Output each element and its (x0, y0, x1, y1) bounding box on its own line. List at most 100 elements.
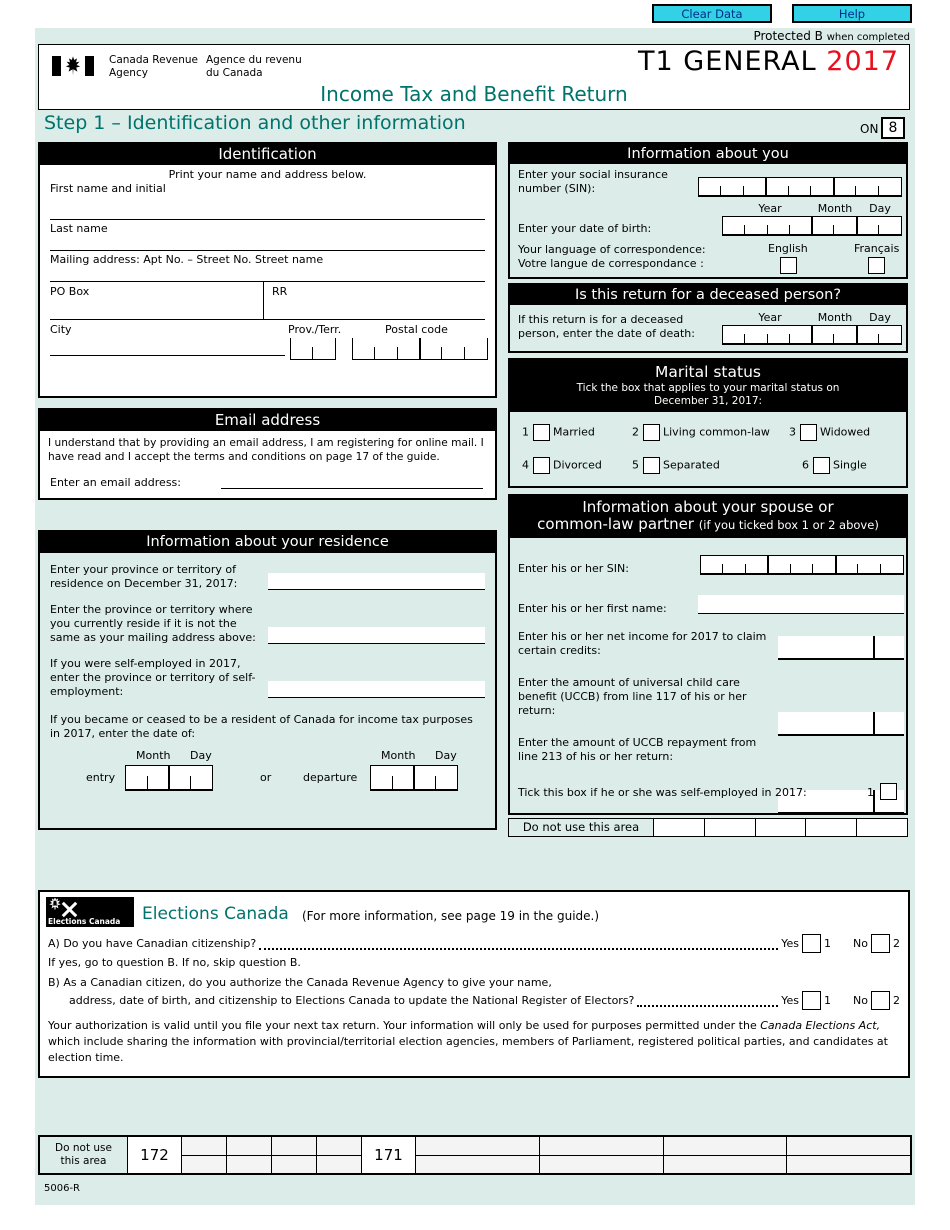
code-171-cell: 171 (362, 1137, 416, 1173)
dob-year-label: Year (758, 202, 782, 215)
form-title: Income Tax and Benefit Return (320, 82, 628, 106)
departure-day-label: Day (435, 749, 457, 762)
deceased-section: Is this return for a deceased person? If… (508, 283, 908, 353)
citizenship-yes-checkbox[interactable] (802, 934, 822, 953)
spouse-net-income-label: Enter his or her net income for 2017 to … (518, 630, 767, 657)
tax-year: 2017 (826, 46, 899, 77)
admin-cell (663, 1137, 788, 1173)
last-name-input[interactable]: Last name (50, 220, 485, 251)
spouse-sin-input[interactable] (700, 555, 904, 575)
marital-option-common-law: 2 Living common-law (632, 424, 770, 441)
spouse-body: Enter his or her SIN: Enter his or her f… (510, 538, 906, 814)
or-label: or (260, 771, 272, 784)
help-button[interactable]: Help (792, 4, 912, 23)
marital-section: Marital status Tick the box that applies… (508, 358, 908, 488)
residence-q1-row: Enter your province or territory of resi… (50, 563, 485, 591)
dob-label: Enter your date of birth: (518, 222, 652, 235)
uccb-amount-input[interactable] (778, 712, 904, 736)
no-num: 2 (893, 994, 900, 1007)
marital-common-law-checkbox[interactable] (642, 424, 660, 441)
marital-options: 1 Married 2 Living common-law 3 Widowed … (510, 412, 906, 484)
elections-act-italic: Canada Elections Act, (760, 1019, 881, 1032)
postal-code-input[interactable] (352, 338, 488, 360)
form-header: Canada Revenue Agency Agence du revenu d… (38, 44, 910, 110)
protected-b-label: Protected B when completed (753, 29, 910, 43)
email-section: Email address I understand that by provi… (38, 408, 497, 500)
language-french-checkbox[interactable] (868, 257, 885, 274)
dob-day-label: Day (869, 202, 891, 215)
maple-leaf-icon (49, 898, 61, 910)
pobox-rr-row: PO Box RR (50, 282, 485, 320)
spouse-first-name-input[interactable] (698, 595, 904, 614)
rr-input[interactable]: RR (264, 282, 485, 319)
province-code-box[interactable]: 8 (881, 117, 905, 139)
no-label: No (853, 994, 868, 1007)
identification-header: Identification (40, 144, 495, 165)
marital-single-checkbox[interactable] (812, 457, 830, 474)
elections-canada-logo: Elections Canada (46, 897, 134, 927)
marital-widowed-checkbox[interactable] (799, 424, 817, 441)
spouse-self-employed-checkbox[interactable] (880, 783, 897, 800)
residence-q3-label: If you were self-employed in 2017, enter… (50, 657, 256, 698)
admin-cell (654, 819, 705, 836)
sin-label: Enter your social insurance number (SIN)… (518, 168, 668, 195)
po-box-input[interactable]: PO Box (50, 282, 264, 319)
last-name-label: Last name (50, 222, 108, 235)
residence-province-input[interactable] (268, 573, 485, 590)
identification-section: Identification Print your name and addre… (38, 142, 497, 398)
prov-terr-input[interactable] (290, 338, 336, 360)
date-of-death-input[interactable] (722, 325, 902, 345)
email-header: Email address (40, 410, 495, 431)
agency-name-en: Canada Revenue Agency (109, 54, 199, 79)
language-english-checkbox[interactable] (780, 257, 797, 274)
email-input[interactable] (221, 474, 483, 489)
form-number: 5006-R (44, 1183, 81, 1194)
marital-title: Marital status (655, 363, 761, 381)
death-month-label: Month (817, 311, 853, 324)
marital-separated-checkbox[interactable] (642, 457, 660, 474)
mailing-address-input[interactable]: Mailing address: Apt No. – Street No. St… (50, 251, 485, 282)
death-year-label: Year (758, 311, 782, 324)
sin-input[interactable] (698, 177, 902, 197)
marital-married-checkbox[interactable] (532, 424, 550, 441)
language-label-en: Your language of correspondence: (518, 243, 706, 256)
residence-section: Information about your residence Enter y… (38, 530, 497, 830)
spouse-net-income-input[interactable] (778, 636, 904, 660)
spouse-title-note: (if you ticked box 1 or 2 above) (698, 518, 879, 532)
city-input[interactable] (50, 330, 285, 356)
marital-option-widowed: 3 Widowed (789, 424, 870, 441)
email-label: Enter an email address: (50, 476, 181, 489)
admin-cell (539, 1137, 664, 1173)
elections-logo-caption: Elections Canada (48, 917, 121, 926)
death-day-label: Day (869, 311, 891, 324)
authorize-no-checkbox[interactable] (871, 991, 890, 1010)
admin-cell (416, 1137, 540, 1173)
elections-title: Elections Canada (142, 904, 289, 924)
authorize-yes-checkbox[interactable] (802, 991, 822, 1010)
residence-q2-label: Enter the province or territory where yo… (50, 603, 256, 644)
clear-data-button[interactable]: Clear Data (652, 4, 772, 23)
citizenship-no-checkbox[interactable] (871, 934, 890, 953)
side-admin-strip: Do not use this area (508, 818, 908, 837)
mailing-address-label: Mailing address: Apt No. – Street No. St… (50, 253, 324, 266)
admin-cell (857, 819, 907, 836)
entry-date-input[interactable] (125, 765, 213, 791)
no-num: 2 (893, 937, 900, 950)
deceased-label-line1: If this return is for a deceased (518, 313, 684, 326)
self-employment-province-input[interactable] (268, 681, 485, 698)
question-a-text: A) Do you have Canadian citizenship? (48, 937, 257, 950)
marital-option-separated: 5 Separated (632, 457, 720, 474)
admin-cell (787, 1137, 910, 1173)
province-label: ON (860, 122, 879, 136)
agency-name-fr: Agence du revenu du Canada (206, 54, 302, 79)
current-residence-input[interactable] (268, 627, 485, 644)
first-name-input[interactable]: First name and initial (50, 182, 485, 220)
marital-divorced-checkbox[interactable] (532, 457, 550, 474)
marital-header: Marital status Tick the box that applies… (510, 360, 906, 412)
elections-section: Elections Canada Elections Canada (For m… (38, 890, 910, 1078)
departure-date-input[interactable] (370, 765, 458, 791)
date-of-birth-input[interactable] (722, 216, 902, 236)
residence-q1-label: Enter your province or territory of resi… (50, 563, 238, 590)
elections-footer-text: Your authorization is valid until you fi… (48, 1019, 888, 1064)
question-b-line2: address, date of birth, and citizenship … (69, 994, 635, 1007)
